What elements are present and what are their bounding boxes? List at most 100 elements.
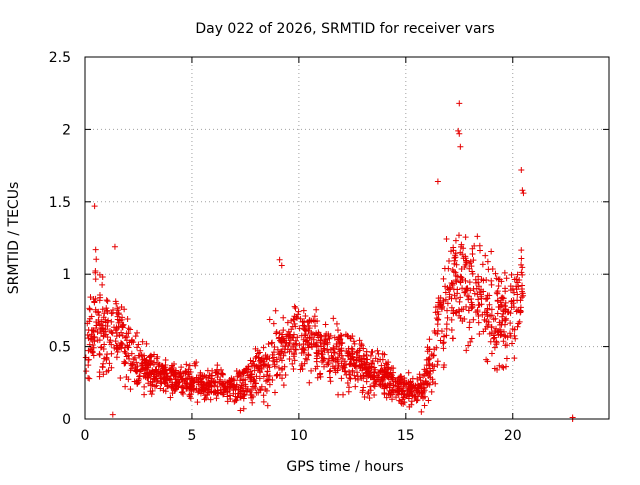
data-point bbox=[94, 337, 101, 344]
data-point bbox=[466, 324, 473, 331]
data-point bbox=[278, 366, 285, 373]
data-point bbox=[227, 381, 234, 388]
data-point bbox=[440, 340, 447, 347]
data-point bbox=[86, 305, 93, 312]
data-point bbox=[360, 345, 367, 352]
data-point bbox=[313, 330, 320, 337]
data-point bbox=[453, 309, 460, 316]
data-point bbox=[496, 362, 503, 369]
data-point bbox=[500, 338, 507, 345]
data-point bbox=[92, 267, 99, 274]
data-point bbox=[178, 364, 185, 371]
data-point bbox=[249, 399, 256, 406]
data-point bbox=[234, 373, 241, 380]
data-point bbox=[488, 350, 495, 357]
data-point bbox=[112, 338, 119, 345]
data-point bbox=[164, 383, 171, 390]
data-point bbox=[319, 348, 326, 355]
data-point bbox=[269, 357, 276, 364]
data-point bbox=[462, 288, 469, 295]
data-point bbox=[351, 340, 358, 347]
data-point bbox=[287, 331, 294, 338]
data-point bbox=[443, 235, 450, 242]
data-point bbox=[173, 379, 180, 386]
data-point bbox=[445, 265, 452, 272]
data-point bbox=[255, 363, 262, 370]
data-point bbox=[308, 367, 315, 374]
data-point bbox=[275, 364, 282, 371]
data-point bbox=[336, 333, 343, 340]
data-point bbox=[271, 389, 278, 396]
data-point bbox=[104, 298, 111, 305]
data-point bbox=[279, 348, 286, 355]
data-point bbox=[446, 291, 453, 298]
data-point bbox=[207, 372, 214, 379]
data-point bbox=[499, 313, 506, 320]
data-point bbox=[289, 360, 296, 367]
data-point bbox=[486, 301, 493, 308]
data-point bbox=[127, 326, 134, 333]
y-axis-label: SRMTID / TECUs bbox=[6, 182, 22, 295]
data-point bbox=[459, 285, 466, 292]
data-point bbox=[438, 304, 445, 311]
data-point bbox=[280, 314, 287, 321]
data-point bbox=[276, 330, 283, 337]
data-point bbox=[489, 266, 496, 273]
plot-frame bbox=[84, 56, 610, 420]
data-point bbox=[419, 380, 426, 387]
data-point bbox=[255, 354, 262, 361]
data-point bbox=[518, 247, 525, 254]
data-point bbox=[451, 257, 458, 264]
data-point bbox=[100, 371, 107, 378]
data-point bbox=[465, 342, 472, 349]
data-point bbox=[304, 356, 311, 363]
data-point bbox=[393, 394, 400, 401]
data-point bbox=[134, 344, 141, 351]
data-point bbox=[375, 350, 382, 357]
data-point bbox=[291, 303, 298, 310]
data-point bbox=[376, 381, 383, 388]
data-point bbox=[488, 248, 495, 255]
x-tick-label: 20 bbox=[504, 428, 522, 444]
data-point bbox=[327, 367, 334, 374]
data-point bbox=[266, 316, 273, 323]
data-point bbox=[158, 380, 165, 387]
data-point bbox=[461, 316, 468, 323]
data-point bbox=[112, 298, 119, 305]
data-point bbox=[440, 364, 447, 371]
x-axis-label: GPS time / hours bbox=[286, 459, 403, 475]
data-point bbox=[118, 329, 125, 336]
data-point bbox=[99, 363, 106, 370]
data-point bbox=[274, 346, 281, 353]
data-point bbox=[317, 339, 324, 346]
data-point bbox=[333, 343, 340, 350]
data-point bbox=[235, 386, 242, 393]
data-point bbox=[344, 332, 351, 339]
data-point bbox=[282, 372, 289, 379]
data-point bbox=[514, 291, 521, 298]
data-point bbox=[103, 355, 110, 362]
data-point bbox=[202, 374, 209, 381]
data-point bbox=[447, 285, 454, 292]
data-point bbox=[104, 318, 111, 325]
data-point bbox=[95, 308, 102, 315]
data-point bbox=[167, 394, 174, 401]
data-point bbox=[397, 373, 404, 380]
data-point bbox=[117, 375, 124, 382]
data-point bbox=[484, 358, 491, 365]
data-point bbox=[418, 408, 425, 415]
data-point bbox=[273, 329, 280, 336]
data-point bbox=[478, 301, 485, 308]
data-point bbox=[463, 347, 470, 354]
data-point bbox=[324, 346, 331, 353]
data-point bbox=[335, 362, 342, 369]
data-point bbox=[518, 166, 525, 173]
data-point bbox=[89, 349, 96, 356]
y-tick-label: 0 bbox=[62, 412, 71, 428]
data-point bbox=[365, 367, 372, 374]
data-point bbox=[451, 255, 458, 262]
data-point bbox=[241, 391, 248, 398]
data-point bbox=[440, 345, 447, 352]
data-point bbox=[442, 283, 449, 290]
